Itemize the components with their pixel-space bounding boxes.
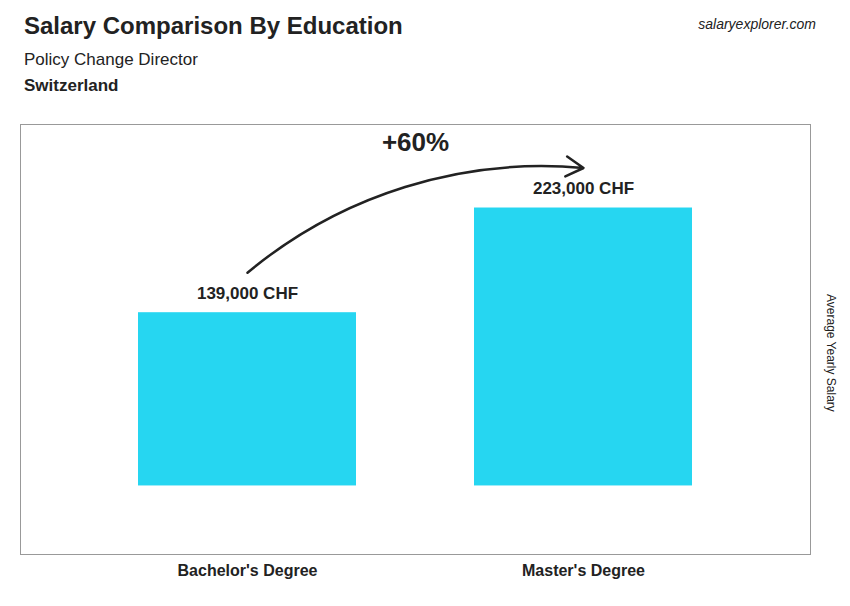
html-text:Policy Change Director: Policy Change Director [24, 50, 198, 69]
html-text:Salary Comparison By Education: Salary Comparison By Education [24, 12, 403, 39]
svg-text:Master's Degree: Master's Degree [522, 562, 645, 579]
svg-text:139,000 CHF: 139,000 CHF [197, 284, 298, 303]
svg-text:+60%: +60% [382, 127, 449, 157]
html-text:Switzerland: Switzerland [24, 76, 119, 95]
html-text:Average Yearly Salary: Average Yearly Salary [824, 294, 838, 412]
svg-text:223,000 CHF: 223,000 CHF [533, 179, 634, 198]
html-text:salary explorer.com: salary explorer.com [698, 16, 816, 32]
svg-text:Bachelor's Degree: Bachelor's Degree [178, 562, 318, 579]
